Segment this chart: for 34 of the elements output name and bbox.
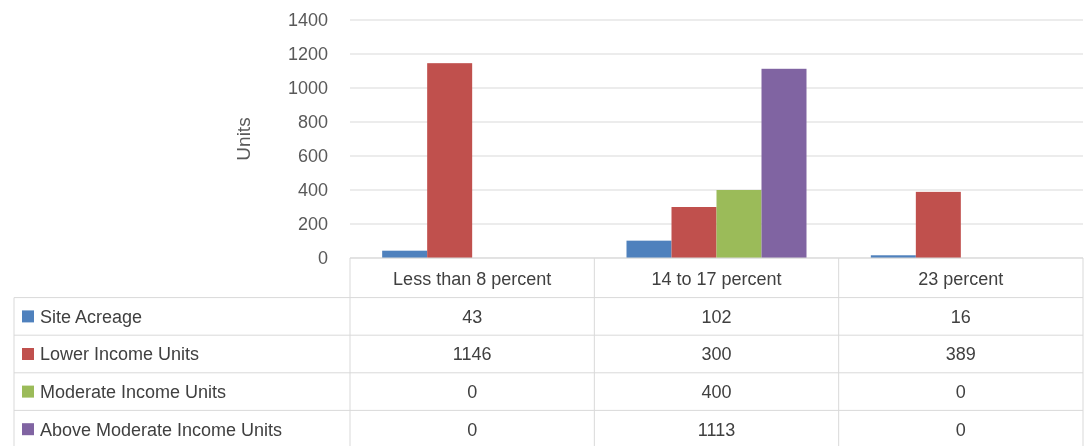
x-tick-label: Less than 8 percent xyxy=(393,269,552,290)
legend-label: Above Moderate Income Units xyxy=(40,419,283,440)
x-tick-label: 14 to 17 percent xyxy=(651,269,782,290)
data-label: 1113 xyxy=(697,419,736,440)
data-label: 0 xyxy=(955,381,966,402)
bar xyxy=(671,207,717,258)
data-label: 43 xyxy=(462,306,483,327)
y-tick-label: 1200 xyxy=(287,44,328,65)
y-tick-label: 400 xyxy=(297,180,328,201)
data-label: 0 xyxy=(467,381,478,402)
y-tick-label: 0 xyxy=(317,248,328,269)
legend-label: Moderate Income Units xyxy=(40,381,227,402)
bar xyxy=(915,191,961,258)
data-label: 0 xyxy=(955,419,966,440)
bar xyxy=(716,190,762,258)
y-tick-label: 1400 xyxy=(287,10,328,31)
data-label: 300 xyxy=(701,344,732,365)
data-label: 1146 xyxy=(452,344,492,365)
bar xyxy=(427,63,473,258)
y-tick-label: 600 xyxy=(297,146,328,167)
y-tick-label: 800 xyxy=(297,112,328,133)
x-tick-label: 23 percent xyxy=(918,269,1004,290)
legend-label: Site Acreage xyxy=(40,306,143,327)
bar xyxy=(761,68,807,258)
data-label: 389 xyxy=(945,344,976,365)
y-axis-title: Units xyxy=(233,117,254,161)
y-tick-label: 1000 xyxy=(287,78,328,99)
y-tick-label: 200 xyxy=(297,214,328,235)
legend-label: Lower Income Units xyxy=(40,344,200,365)
data-label: 400 xyxy=(701,381,732,402)
data-label: 0 xyxy=(467,419,478,440)
data-label: 102 xyxy=(701,306,732,327)
bar xyxy=(626,240,672,258)
data-label: 16 xyxy=(950,306,971,327)
